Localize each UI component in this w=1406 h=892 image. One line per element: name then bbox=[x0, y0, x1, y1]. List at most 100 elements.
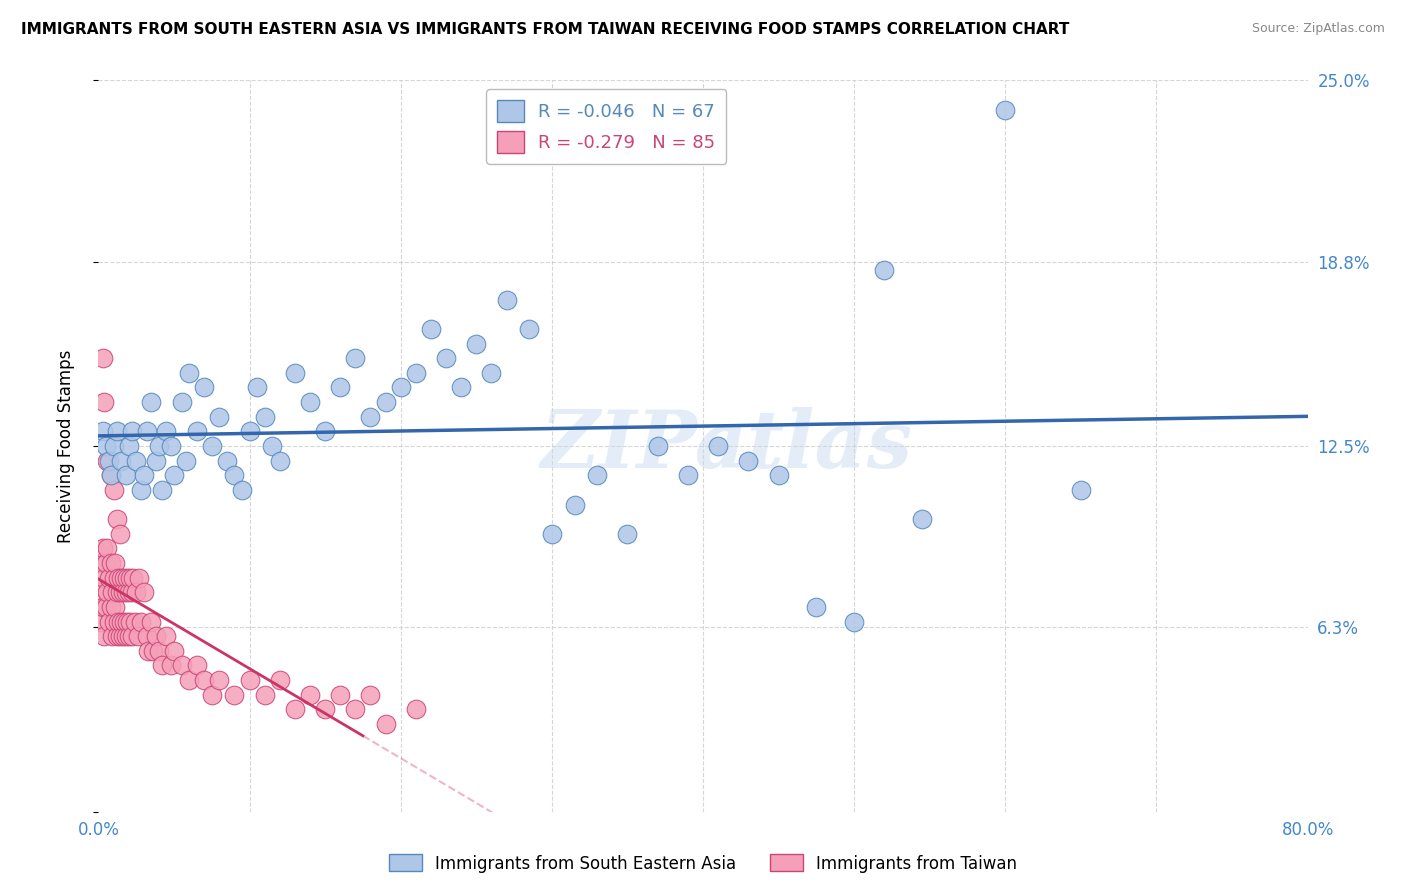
Point bbox=[676, 468, 699, 483]
Point bbox=[135, 425, 157, 439]
Point bbox=[96, 541, 118, 556]
Point bbox=[186, 658, 208, 673]
Point bbox=[94, 556, 117, 570]
Point bbox=[844, 615, 866, 629]
Point bbox=[125, 585, 148, 599]
Point bbox=[208, 673, 231, 687]
Point bbox=[93, 571, 115, 585]
Point bbox=[100, 556, 122, 570]
Point bbox=[91, 541, 114, 556]
Point bbox=[105, 512, 128, 526]
Point bbox=[148, 644, 170, 658]
Point bbox=[405, 366, 427, 380]
Point bbox=[105, 585, 128, 599]
Point bbox=[111, 629, 134, 643]
Point bbox=[150, 658, 173, 673]
Point bbox=[94, 439, 117, 453]
Point bbox=[115, 571, 138, 585]
Point bbox=[155, 629, 177, 643]
Point bbox=[873, 263, 896, 277]
Point bbox=[434, 351, 457, 366]
Point bbox=[110, 453, 132, 467]
Point bbox=[768, 468, 790, 483]
Point bbox=[103, 615, 125, 629]
Point bbox=[239, 673, 262, 687]
Point bbox=[114, 585, 136, 599]
Point bbox=[101, 585, 124, 599]
Point bbox=[262, 439, 284, 453]
Point bbox=[112, 571, 135, 585]
Point bbox=[465, 336, 488, 351]
Point bbox=[420, 322, 443, 336]
Point bbox=[128, 571, 150, 585]
Point bbox=[540, 526, 562, 541]
Point bbox=[170, 658, 193, 673]
Text: Source: ZipAtlas.com: Source: ZipAtlas.com bbox=[1251, 22, 1385, 36]
Point bbox=[208, 409, 231, 424]
Point bbox=[314, 425, 336, 439]
Point bbox=[90, 556, 112, 570]
Point bbox=[193, 673, 215, 687]
Point bbox=[91, 599, 114, 614]
Point bbox=[160, 658, 183, 673]
Point bbox=[127, 629, 149, 643]
Point bbox=[121, 629, 143, 643]
Point bbox=[100, 468, 122, 483]
Point bbox=[105, 425, 128, 439]
Point bbox=[911, 512, 934, 526]
Point bbox=[253, 688, 276, 702]
Point bbox=[145, 453, 167, 467]
Point bbox=[239, 425, 262, 439]
Point bbox=[299, 688, 322, 702]
Point bbox=[93, 395, 115, 409]
Legend: Immigrants from South Eastern Asia, Immigrants from Taiwan: Immigrants from South Eastern Asia, Immi… bbox=[382, 847, 1024, 880]
Point bbox=[107, 615, 129, 629]
Text: ZIPatlas: ZIPatlas bbox=[541, 408, 914, 484]
Legend: R = -0.046   N = 67, R = -0.279   N = 85: R = -0.046 N = 67, R = -0.279 N = 85 bbox=[486, 89, 727, 164]
Point bbox=[344, 351, 367, 366]
Point bbox=[163, 468, 186, 483]
Point bbox=[179, 366, 201, 380]
Point bbox=[122, 571, 145, 585]
Point bbox=[101, 629, 124, 643]
Point bbox=[91, 425, 114, 439]
Point bbox=[284, 366, 307, 380]
Point bbox=[647, 439, 669, 453]
Point bbox=[94, 599, 117, 614]
Point bbox=[145, 629, 167, 643]
Point bbox=[360, 409, 382, 424]
Point bbox=[100, 599, 122, 614]
Point bbox=[104, 556, 127, 570]
Point bbox=[155, 425, 177, 439]
Point bbox=[103, 483, 125, 497]
Point bbox=[98, 615, 121, 629]
Point bbox=[737, 453, 759, 467]
Point bbox=[329, 688, 352, 702]
Point bbox=[174, 453, 197, 467]
Point bbox=[105, 629, 128, 643]
Point bbox=[96, 585, 118, 599]
Point bbox=[108, 629, 131, 643]
Point bbox=[481, 366, 503, 380]
Point bbox=[170, 395, 193, 409]
Point bbox=[224, 688, 246, 702]
Point bbox=[115, 615, 138, 629]
Point bbox=[201, 688, 224, 702]
Point bbox=[98, 571, 121, 585]
Point bbox=[114, 468, 136, 483]
Point bbox=[246, 380, 269, 394]
Point bbox=[108, 526, 131, 541]
Point bbox=[224, 468, 246, 483]
Point bbox=[215, 453, 238, 467]
Point bbox=[201, 439, 224, 453]
Point bbox=[110, 571, 132, 585]
Point bbox=[118, 439, 141, 453]
Point bbox=[93, 629, 115, 643]
Text: IMMIGRANTS FROM SOUTH EASTERN ASIA VS IMMIGRANTS FROM TAIWAN RECEIVING FOOD STAM: IMMIGRANTS FROM SOUTH EASTERN ASIA VS IM… bbox=[21, 22, 1070, 37]
Point bbox=[142, 644, 165, 658]
Point bbox=[586, 468, 609, 483]
Point bbox=[360, 688, 382, 702]
Point bbox=[132, 468, 155, 483]
Point bbox=[374, 395, 396, 409]
Point bbox=[110, 615, 132, 629]
